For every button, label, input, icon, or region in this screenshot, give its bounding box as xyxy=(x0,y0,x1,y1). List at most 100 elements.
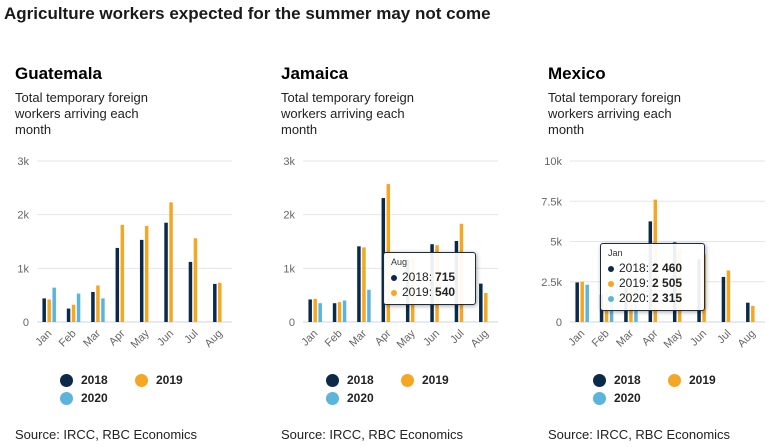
chart-panel-guatemala: Guatemala Total temporary foreign worker… xyxy=(0,0,255,448)
bar-2018-feb[interactable] xyxy=(332,303,337,322)
series-dot-icon xyxy=(608,265,614,272)
bar-chart-guatemala[interactable]: 0 1k 2k 3k Jan Feb Mar Apr May Jun Jul Aug xyxy=(0,145,255,351)
legend-dot-icon xyxy=(60,391,73,405)
y-tick-label: 0 xyxy=(289,317,295,329)
y-tick-label: 1k xyxy=(17,263,29,275)
tooltip-series: 2018 xyxy=(402,270,429,284)
series-dot-icon xyxy=(608,295,614,302)
chart-subtitle: Total temporary foreign workers arriving… xyxy=(548,90,681,137)
x-tick-label: May xyxy=(395,327,419,351)
tooltip-row: 2019:540 xyxy=(391,285,467,300)
bar-2019-mar[interactable] xyxy=(362,247,366,322)
bar-2018-jan[interactable] xyxy=(575,282,579,322)
bar-2018-may[interactable] xyxy=(139,239,144,322)
legend-dot-icon xyxy=(401,373,414,387)
y-tick-label: 2k xyxy=(283,210,295,222)
bar-2018-mar[interactable] xyxy=(357,246,361,322)
legend-label: 2018 xyxy=(81,373,108,387)
x-tick-label: May xyxy=(129,327,153,351)
legend-item-2019[interactable]: 2019 xyxy=(668,373,716,387)
tooltip-series: 2018 xyxy=(619,261,646,275)
x-tick-label: Jun xyxy=(421,328,442,349)
bar-2020-mar[interactable] xyxy=(101,298,105,322)
bar-2018-mar[interactable] xyxy=(91,291,95,322)
tooltip-value: 2 460 xyxy=(652,261,683,275)
bar-2019-jan[interactable] xyxy=(580,281,584,322)
tooltip-value: 715 xyxy=(435,270,456,284)
bar-2019-feb[interactable] xyxy=(71,304,76,322)
chart-panel-mexico: Mexico Total temporary foreign workers a… xyxy=(533,0,769,448)
bar-2018-aug[interactable] xyxy=(213,283,217,322)
tooltip-row: 2020:2 315 xyxy=(608,291,696,306)
bar-2019-aug[interactable] xyxy=(484,293,488,322)
bar-2019-may[interactable] xyxy=(144,225,149,322)
bar-2020-feb[interactable] xyxy=(76,293,81,322)
bar-2020-mar[interactable] xyxy=(367,289,371,322)
x-tick-label: Apr xyxy=(640,327,661,348)
bar-2018-jan[interactable] xyxy=(42,298,46,322)
tooltip-value: 2 505 xyxy=(652,276,683,290)
x-tick-label: Jul xyxy=(182,328,200,346)
bar-2018-aug[interactable] xyxy=(746,302,750,322)
y-tick-label: 3k xyxy=(17,156,29,168)
legend-label: 2019 xyxy=(689,373,716,387)
bar-2019-aug[interactable] xyxy=(218,282,222,322)
legend-item-2019[interactable]: 2019 xyxy=(401,373,449,387)
legend-item-2018[interactable]: 2018 xyxy=(593,373,641,387)
bar-2019-jan[interactable] xyxy=(313,298,317,322)
y-tick-label: 2k xyxy=(17,210,29,222)
legend-item-2019[interactable]: 2019 xyxy=(135,373,183,387)
bar-2019-feb[interactable] xyxy=(337,302,342,322)
legend-dot-icon xyxy=(593,391,606,405)
bar-2020-feb[interactable] xyxy=(342,300,347,322)
bar-2019-jul[interactable] xyxy=(193,238,198,322)
source-note: Source: IRCC, RBC Economics xyxy=(548,427,731,442)
legend-item-2020[interactable]: 2020 xyxy=(60,391,108,405)
bar-2018-apr[interactable] xyxy=(115,247,120,322)
legend-item-2018[interactable]: 2018 xyxy=(326,373,374,387)
legend-item-2020[interactable]: 2020 xyxy=(593,391,641,405)
bar-2019-jun[interactable] xyxy=(169,202,173,322)
bar-2018-feb[interactable] xyxy=(66,308,71,322)
bar-2019-jul[interactable] xyxy=(726,270,731,322)
bar-2019-jan[interactable] xyxy=(47,299,51,322)
bar-2018-jun[interactable] xyxy=(164,222,168,322)
tooltip-category: Aug xyxy=(391,257,408,267)
y-tick-label: 0 xyxy=(556,317,562,329)
bar-2018-jul[interactable] xyxy=(188,261,193,322)
legend-dot-icon xyxy=(326,391,339,405)
y-tick-label: 7.5k xyxy=(541,196,562,208)
bar-2020-jan[interactable] xyxy=(585,284,589,322)
bar-2018-jul[interactable] xyxy=(721,276,726,322)
x-tick-label: Aug xyxy=(469,328,491,350)
x-tick-label: Aug xyxy=(203,328,225,350)
legend-label: 2018 xyxy=(347,373,374,387)
legend-label: 2020 xyxy=(347,391,374,405)
y-tick-label: 3k xyxy=(283,156,295,168)
bar-2020-jan[interactable] xyxy=(52,287,56,322)
chart-panel-jamaica: Jamaica Total temporary foreign workers … xyxy=(266,0,521,448)
y-tick-label: 2.5k xyxy=(541,277,562,289)
x-tick-label: Feb xyxy=(323,328,345,350)
bar-2018-jan[interactable] xyxy=(308,299,312,322)
chart-title: Guatemala xyxy=(15,64,102,83)
chart-title: Jamaica xyxy=(281,64,349,83)
bar-2019-aug[interactable] xyxy=(751,305,755,322)
legend-item-2018[interactable]: 2018 xyxy=(60,373,108,387)
bar-2019-mar[interactable] xyxy=(96,285,100,322)
tooltip-row: 2018:2 460 xyxy=(608,261,696,276)
x-tick-label: May xyxy=(662,327,686,351)
legend-item-2020[interactable]: 2020 xyxy=(326,391,374,405)
bar-2019-apr[interactable] xyxy=(120,224,125,322)
chart-title: Mexico xyxy=(548,64,606,83)
y-tick-label: 0 xyxy=(23,317,29,329)
bar-2018-aug[interactable] xyxy=(479,283,483,322)
tooltip-series: 2020 xyxy=(619,291,646,305)
legend-dot-icon xyxy=(60,373,73,387)
series-dot-icon xyxy=(391,289,397,296)
tooltip-series: 2019 xyxy=(402,285,429,299)
x-tick-label: Apr xyxy=(107,327,128,348)
bar-2020-jan[interactable] xyxy=(318,303,322,322)
x-tick-label: Jun xyxy=(155,328,176,349)
